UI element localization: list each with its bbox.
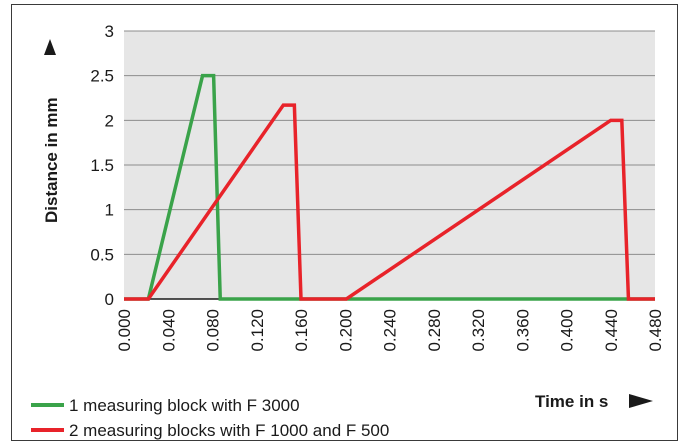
y-axis-arrow-icon xyxy=(44,39,56,55)
y-tick-label: 0 xyxy=(105,290,114,309)
y-tick-label: 0.5 xyxy=(90,245,114,264)
series-line-2 xyxy=(124,103,655,301)
chart-frame: 0 0.5 1 1.5 2 2.5 3 0.000 0.040 0.080 0.120 0.160 0… xyxy=(11,4,678,441)
y-tick-labels: 0 0.5 1 1.5 2 2.5 3 xyxy=(90,22,114,309)
legend: 1 measuring block with F 3000 2 measurin… xyxy=(31,396,389,440)
x-tick-label: 0.040 xyxy=(159,309,178,352)
y-axis-title: Distance in mm xyxy=(42,97,61,223)
x-tick-label: 0.080 xyxy=(204,309,223,352)
y-tick-label: 1.5 xyxy=(90,156,114,175)
x-tick-label: 0.360 xyxy=(513,309,532,352)
legend-label-1: 1 measuring block with F 3000 xyxy=(69,396,300,415)
x-tick-labels: 0.000 0.040 0.080 0.120 0.160 0.200 0.240 0.280… xyxy=(115,309,665,352)
x-tick-label: 0.280 xyxy=(425,309,444,352)
y-tick-label: 3 xyxy=(105,22,114,41)
legend-label-2: 2 measuring blocks with F 1000 and F 500 xyxy=(69,421,389,440)
y-tick-label: 2 xyxy=(105,111,114,130)
x-tick-label: 0.200 xyxy=(336,309,355,352)
y-tick-label: 1 xyxy=(105,201,114,220)
x-tick-label: 0.120 xyxy=(248,309,267,352)
x-tick-label: 0.320 xyxy=(469,309,488,352)
x-tick-label: 0.000 xyxy=(115,309,134,352)
x-axis-arrow-icon xyxy=(629,394,653,408)
x-axis-title: Time in s xyxy=(535,392,608,411)
x-tick-label: 0.400 xyxy=(558,309,577,352)
line-chart: 00.511.522.53 0.000 0.040 0.080 0.120 0.160 0… xyxy=(31,22,665,440)
series-lines xyxy=(124,73,655,301)
x-tick-label: 0.160 xyxy=(292,309,311,352)
x-tick-label: 0.240 xyxy=(381,309,400,352)
x-tick-label: 0.440 xyxy=(602,309,621,352)
x-tick-label: 0.480 xyxy=(646,309,665,352)
y-tick-label: 2.5 xyxy=(90,67,114,86)
